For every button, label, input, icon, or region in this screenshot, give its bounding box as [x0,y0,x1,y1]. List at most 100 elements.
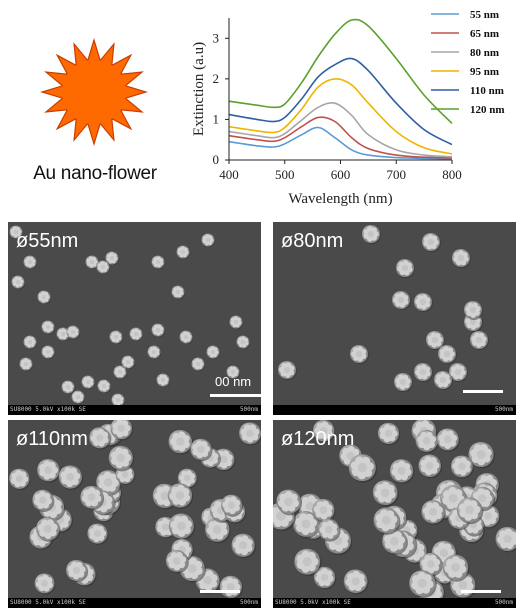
nanoparticle [9,225,24,240]
legend-label: 65 nm [470,28,499,40]
sem-panel-110nm: ø110nm SU8000 5.0kV x100k SE 500nm [8,420,261,608]
y-axis-label: Extinction (a.u) [191,42,207,136]
scale-bar [461,590,501,593]
nanoparticle [373,507,401,535]
sem-info-bar: SU8000 5.0kV x100k SE 500nm [273,598,516,608]
scale-bar [200,590,240,593]
nanoparticle [276,489,303,516]
nanoparticle [312,420,336,443]
nanoparticle [34,573,56,595]
nanoparticle [66,559,89,583]
sem-info-text: SU8000 5.0kV x100k SE [275,599,351,606]
sem-info-bar: SU8000 5.0kV x100k SE 500nm [8,405,261,415]
nanoparticle [108,445,135,472]
nanoparticle [167,483,194,510]
extinction-chart: 400 500 600 700 800 0 1 2 3 55 nm 65 nm 80 nm 95 nm… [191,9,505,207]
nanoparticle [495,526,516,553]
series-line-95nm [228,78,453,155]
x-tick-label: 600 [331,167,351,182]
x-tick-label: 800 [442,167,462,182]
nanoflower-illustration [39,37,149,147]
scale-bar [463,390,503,393]
nanoparticle [87,523,109,545]
nanoparticle [97,379,112,394]
nanoparticle [168,513,196,541]
sem-info-text: SU8000 5.0kV x100k SE [10,599,86,606]
nanoparticle [436,428,460,452]
plot-area [228,18,453,160]
nanoparticle [294,548,322,577]
series-line-80nm [228,102,453,158]
nanoparticle [96,260,111,275]
chart-legend: 55 nm 65 nm 80 nm 95 nm 110 nm 120 nm [431,9,505,116]
nanoparticle [113,365,128,380]
nanoparticle [470,331,489,351]
nanoparticle [89,427,112,450]
nanoparticle [415,429,439,454]
nanoparticle [201,233,216,248]
nanoparticle [206,345,221,360]
nanoparticle [418,454,443,479]
nanoparticle [105,251,120,266]
sem-info-bar: SU8000 5.0kV x100k SE 500nm [8,598,261,608]
legend-label: 120 nm [470,104,505,116]
nanoparticle [23,255,38,270]
nanoparticle [96,470,122,496]
nanoparticle [41,320,56,335]
nanoparticle [23,335,38,350]
nanoparticle [449,363,468,383]
nanoparticle [468,441,495,469]
legend-label: 80 nm [470,47,499,59]
nanoparticle [37,459,61,483]
x-tick-label: 500 [275,167,295,182]
nanoparticle [176,245,191,260]
panel-size-label: ø120nm [281,428,355,450]
sem-panel-120nm: ø120nm SU8000 5.0kV x100k SE 500nm [273,420,516,608]
sem-scale-text: 500nm [239,599,258,606]
nanoparticle [231,533,256,559]
nanoparticle [313,566,337,590]
series-line-55nm [228,126,453,160]
nanoparticle [452,249,471,269]
nanoparticle [450,455,474,479]
nanoparticle [165,550,189,574]
scale-bar [210,394,261,397]
series-line-120nm [228,18,453,125]
nanoparticle [177,468,198,489]
nanoparticle [80,485,105,510]
nanoparticle [434,371,453,391]
nanoparticle [41,345,56,360]
nanoparticle [32,489,55,512]
legend-label: 110 nm [470,85,504,97]
nanoparticle [389,459,415,484]
panel-size-label: ø55nm [16,230,79,252]
nanoparticle [9,468,31,491]
sem-panel-55nm: ø55nm 00 nm SU8000 5.0kV x100k SE 500nm [8,222,261,415]
nanoparticle [36,517,61,542]
particle-field [273,420,516,598]
legend-label: 55 nm [470,9,499,21]
nanoparticle [191,357,206,372]
nanoparticle [409,570,437,598]
sem-info-bar: 500nm [273,405,516,415]
nanoparticle [229,315,244,330]
nanoparticle [278,361,297,381]
sem-scale-text: 500nm [494,406,513,413]
nanoparticle [151,323,166,338]
nanoparticle [19,357,34,372]
panel-size-label: ø110nm [16,428,88,450]
nanoparticle [85,255,100,270]
nanoparticle [147,345,162,360]
nanoparticle [121,355,136,370]
nanoparticle [343,569,369,595]
sem-scale-text: 500nm [239,406,258,413]
nanoparticle [456,497,484,525]
nanoparticle [372,480,399,507]
series-line-65nm [228,116,453,159]
nanoparticle [239,422,261,446]
nanoparticle [382,528,408,555]
nanoparticle [396,259,415,279]
scale-bar-label: 00 nm [215,374,252,389]
nanoflower-label: Au nano-flower [33,163,157,184]
nanoparticle [81,375,96,390]
